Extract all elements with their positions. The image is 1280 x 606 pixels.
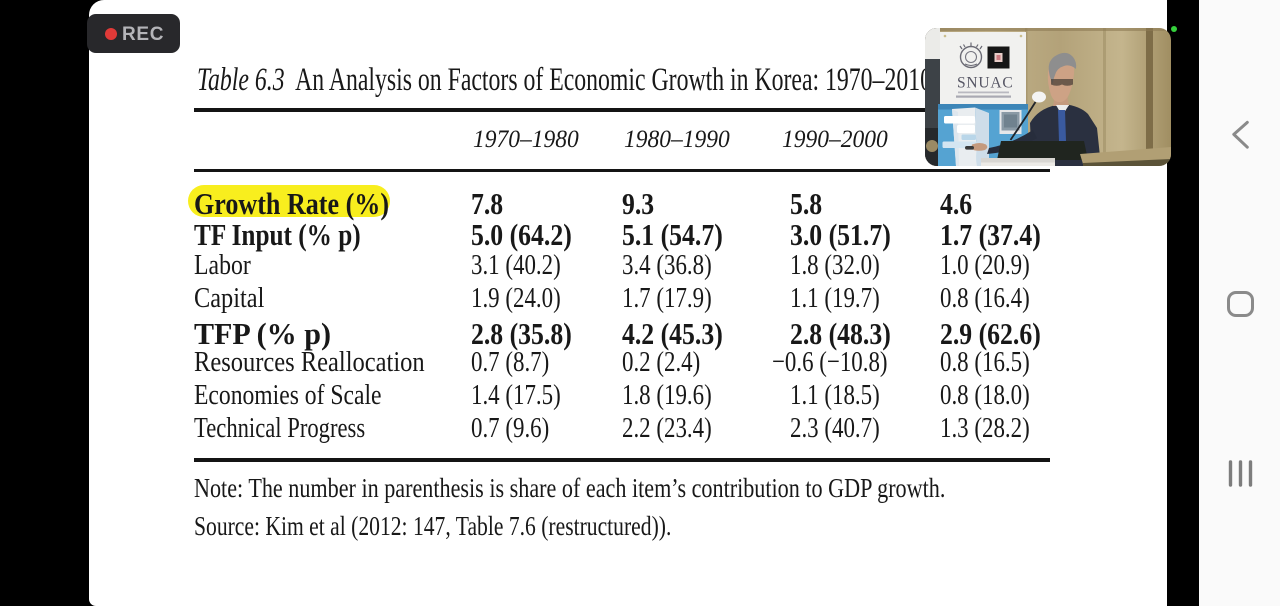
svg-text:SNUAC: SNUAC	[957, 75, 1014, 92]
